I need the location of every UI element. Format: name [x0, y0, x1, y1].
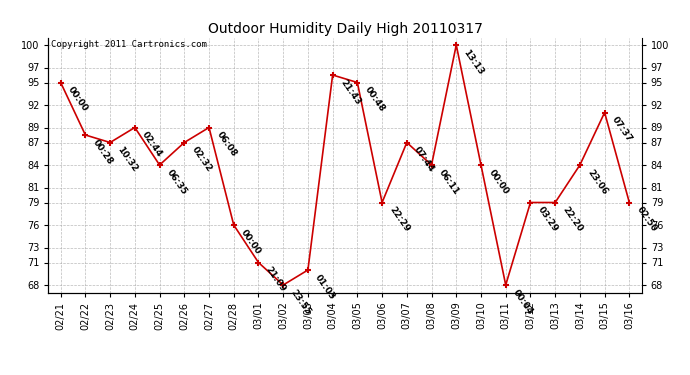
Text: 00:00: 00:00: [239, 228, 263, 256]
Text: 00:48: 00:48: [363, 85, 386, 114]
Text: 01:03: 01:03: [313, 273, 337, 301]
Text: 23:06: 23:06: [585, 168, 609, 196]
Text: 03:29: 03:29: [536, 205, 560, 234]
Text: 00:04: 00:04: [511, 288, 535, 316]
Text: 02:44: 02:44: [140, 130, 164, 159]
Text: 06:11: 06:11: [437, 168, 461, 196]
Text: 06:08: 06:08: [215, 130, 238, 159]
Text: 00:28: 00:28: [91, 138, 115, 166]
Text: 02:50: 02:50: [635, 205, 658, 234]
Text: Copyright 2011 Cartronics.com: Copyright 2011 Cartronics.com: [51, 40, 207, 49]
Text: 10:32: 10:32: [116, 145, 139, 174]
Text: 22:29: 22:29: [388, 205, 411, 234]
Text: 13:13: 13:13: [462, 48, 486, 76]
Text: 00:00: 00:00: [66, 85, 90, 114]
Text: 23:55: 23:55: [288, 288, 313, 316]
Title: Outdoor Humidity Daily High 20110317: Outdoor Humidity Daily High 20110317: [208, 22, 482, 36]
Text: 22:20: 22:20: [561, 205, 584, 234]
Text: 06:35: 06:35: [165, 168, 189, 196]
Text: 07:37: 07:37: [610, 115, 634, 144]
Text: 07:44: 07:44: [413, 145, 436, 174]
Text: 02:32: 02:32: [190, 145, 214, 174]
Text: 00:00: 00:00: [486, 168, 510, 196]
Text: 21:43: 21:43: [338, 78, 362, 106]
Text: 21:09: 21:09: [264, 265, 288, 294]
